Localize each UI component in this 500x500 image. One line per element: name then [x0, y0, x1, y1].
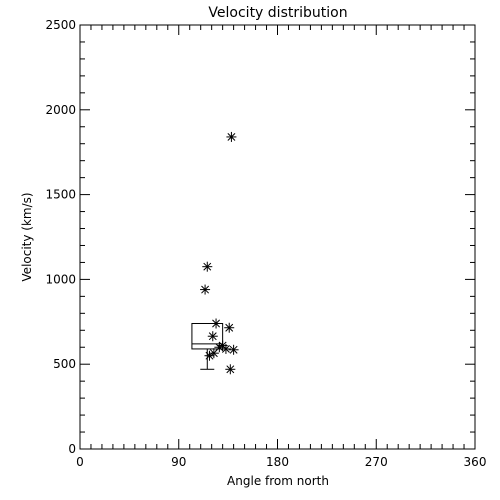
data-point — [204, 350, 215, 361]
axis-tick-labels: 0 90 180 270 360 0 500 1000 1500 2000 2500 — [45, 18, 486, 469]
marker-stroke — [201, 285, 210, 294]
x-axis-title: Angle from north — [227, 474, 329, 488]
y-tick-label: 1500 — [45, 188, 76, 202]
data-point — [226, 131, 237, 142]
x-tick-label: 270 — [365, 455, 388, 469]
y-tick-label: 2000 — [45, 103, 76, 117]
data-point — [220, 343, 231, 354]
marker-stroke — [229, 345, 238, 354]
y-tick-label: 1000 — [45, 272, 76, 286]
marker-stroke — [203, 262, 212, 271]
y-axis-title: Velocity (km/s) — [20, 192, 34, 281]
data-points — [200, 131, 239, 375]
data-point — [202, 261, 213, 272]
data-point — [200, 284, 211, 295]
axis-ticks — [79, 24, 476, 450]
marker-stroke — [205, 351, 214, 360]
data-point — [225, 364, 236, 375]
chart-title: Velocity distribution — [208, 5, 347, 21]
boxplot — [191, 322, 224, 370]
y-tick-label: 0 — [68, 442, 76, 456]
data-point — [224, 322, 235, 333]
marker-stroke — [221, 344, 230, 353]
marker-stroke — [212, 319, 221, 328]
x-tick-label: 180 — [266, 455, 289, 469]
x-tick-label: 0 — [76, 455, 84, 469]
marker-stroke — [227, 132, 236, 141]
marker-stroke — [208, 332, 217, 341]
data-point — [207, 331, 218, 342]
y-tick-label: 500 — [53, 357, 76, 371]
x-tick-label: 360 — [464, 455, 487, 469]
plot-frame — [79, 24, 476, 450]
y-tick-label: 2500 — [45, 18, 76, 32]
data-point — [211, 318, 222, 329]
marker-stroke — [225, 323, 234, 332]
data-point — [228, 344, 239, 355]
x-tick-label: 90 — [171, 455, 186, 469]
marker-stroke — [226, 365, 235, 374]
